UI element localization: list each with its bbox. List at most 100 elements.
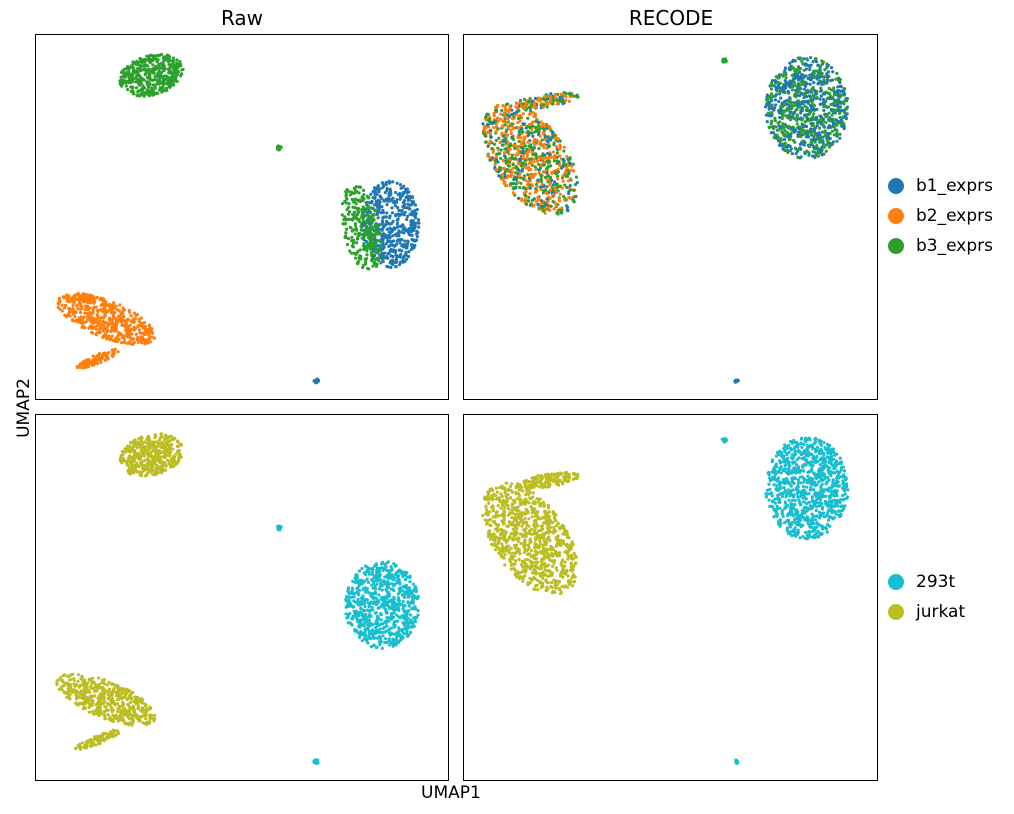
scatter-point <box>82 705 87 709</box>
scatter-point <box>539 206 543 210</box>
scatter-point <box>542 103 546 107</box>
scatter-point <box>143 60 147 64</box>
scatter-point <box>376 188 380 192</box>
scatter-point <box>528 173 532 178</box>
scatter-point <box>125 79 129 84</box>
scatter-point <box>558 184 562 188</box>
scatter-point <box>60 303 64 307</box>
scatter-point <box>504 161 508 165</box>
scatter-point <box>129 441 133 445</box>
scatter-point <box>355 237 360 241</box>
scatter-point <box>379 261 383 265</box>
scatter-point <box>838 89 842 93</box>
scatter-point <box>126 689 130 694</box>
scatter-point <box>102 739 106 743</box>
scatter-point <box>103 715 107 719</box>
scatter-point <box>135 335 140 340</box>
scatter-point <box>363 604 367 609</box>
scatter-point <box>389 265 393 270</box>
scatter-point <box>361 198 365 203</box>
scatter-point <box>147 71 151 76</box>
scatter-point <box>101 307 105 311</box>
scatter-point <box>345 187 349 192</box>
scatter-point <box>139 708 144 712</box>
scatter-point <box>173 69 177 73</box>
scatter-point <box>277 144 282 149</box>
scatter-point <box>348 193 352 197</box>
scatter-point <box>769 92 774 96</box>
scatter-point <box>155 457 159 462</box>
scatter-point <box>145 437 149 441</box>
scatter-point <box>818 138 822 142</box>
scatter-point <box>527 179 531 183</box>
scatter-point <box>176 64 180 69</box>
scatter-point <box>150 327 154 331</box>
scatter-point <box>103 300 107 304</box>
scatter-point <box>812 96 816 100</box>
scatter-point <box>393 190 398 195</box>
scatter-point <box>815 137 819 141</box>
scatter-point <box>68 687 72 691</box>
scatter-point <box>111 354 115 358</box>
scatter-point <box>508 105 512 109</box>
scatter-point <box>558 139 562 143</box>
scatter-point <box>140 77 144 81</box>
scatter-point <box>114 336 118 341</box>
scatter-point <box>143 342 147 346</box>
scatter-point <box>537 198 541 202</box>
scatter-point <box>533 172 537 176</box>
scatter-point <box>373 190 377 194</box>
point-cluster-b1_exprs <box>312 377 321 385</box>
scatter-point <box>492 125 496 130</box>
scatter-point <box>842 87 846 91</box>
scatter-point <box>792 138 796 143</box>
scatter-point <box>136 67 140 71</box>
scatter-point <box>812 71 816 76</box>
scatter-point <box>98 319 102 323</box>
scatter-point <box>531 111 536 115</box>
scatter-point <box>373 243 378 247</box>
scatter-point <box>521 148 525 153</box>
scatter-point <box>788 118 793 122</box>
scatter-point <box>150 335 154 339</box>
scatter-point <box>177 457 181 461</box>
scatter-point <box>69 308 73 312</box>
scatter-point <box>489 129 493 133</box>
scatter-point <box>401 256 406 260</box>
scatter-point <box>778 81 782 85</box>
scatter-point <box>534 105 539 109</box>
scatter-point <box>502 139 506 144</box>
scatter-point <box>501 143 505 147</box>
scatter-point <box>134 332 138 336</box>
scatter-point <box>142 78 146 82</box>
scatter-point <box>95 355 99 359</box>
scatter-point <box>151 78 155 82</box>
scatter-point <box>533 137 537 141</box>
scatter-point <box>394 260 398 264</box>
scatter-point <box>839 121 843 126</box>
scatter-point <box>179 74 183 78</box>
scatter-point <box>821 97 826 102</box>
scatter-point <box>777 73 782 77</box>
scatter-point <box>153 713 157 717</box>
scatter-point <box>353 222 357 226</box>
scatter-point <box>129 697 134 701</box>
scatter-point <box>805 57 809 61</box>
scatter-point <box>142 708 147 712</box>
scatter-point <box>139 331 144 335</box>
scatter-point <box>484 118 488 122</box>
scatter-point <box>798 70 802 74</box>
scatter-point <box>798 94 802 98</box>
scatter-point <box>552 207 556 211</box>
scatter-point <box>80 675 84 679</box>
scatter-point <box>122 319 127 323</box>
scatter-point <box>506 174 510 178</box>
scatter-point <box>63 303 68 307</box>
scatter-point <box>547 205 551 210</box>
scatter-point <box>782 70 787 74</box>
scatter-point <box>118 317 122 321</box>
scatter-point <box>818 68 822 72</box>
scatter-point <box>786 114 791 118</box>
scatter-point <box>780 130 784 134</box>
scatter-point <box>538 134 542 138</box>
